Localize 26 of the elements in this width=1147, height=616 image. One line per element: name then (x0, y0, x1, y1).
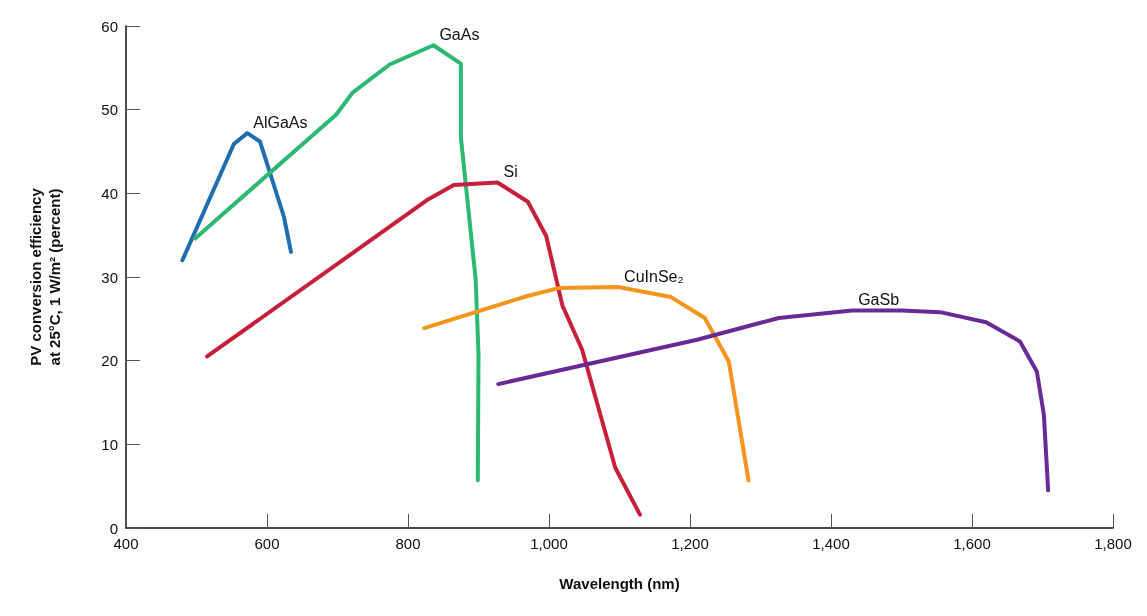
x-tick-label: 1,200 (671, 535, 709, 552)
y-axis-title: PV conversion efficiency at 25°C, 1 W/m² (percent) (27, 187, 63, 366)
series-label: Si (503, 162, 518, 180)
y-tick-label: 60 (101, 17, 118, 35)
x-tick-label: 600 (254, 535, 280, 552)
line-series (193, 43, 481, 483)
x-axis-title: Wavelength (nm) (559, 575, 680, 592)
line-series (422, 285, 751, 483)
x-tick-label: 1,000 (530, 535, 568, 552)
x-tick-label: 400 (113, 535, 139, 552)
y-tick-label: 30 (101, 268, 118, 286)
series-label: GaAs (439, 25, 480, 43)
series-label: GaSb (858, 290, 900, 308)
x-tick-label: 800 (395, 535, 421, 552)
y-tick-label: 0 (109, 519, 118, 537)
series-label: AlGaAs (253, 113, 308, 131)
line-series (180, 131, 293, 263)
x-tick-label: 1,800 (1094, 535, 1132, 552)
y-tick-label: 20 (101, 352, 118, 370)
line-series (496, 308, 1051, 493)
y-tick-label: 10 (101, 435, 118, 453)
series-label: CuInSe₂ (624, 267, 684, 285)
y-tick-label: 40 (101, 184, 118, 202)
x-tick-label: 1,400 (812, 535, 850, 552)
x-tick-label: 1,600 (953, 535, 991, 552)
y-tick-label: 50 (101, 101, 118, 119)
